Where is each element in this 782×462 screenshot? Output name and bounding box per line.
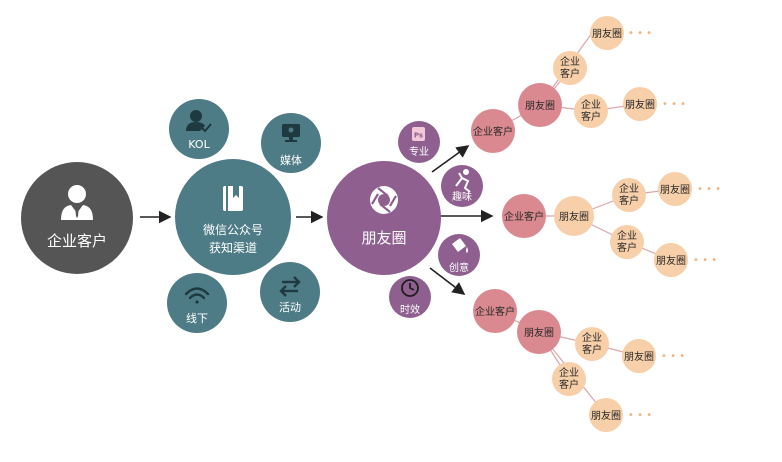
ellipsis: • • • — [628, 410, 652, 421]
book-icon — [223, 186, 243, 211]
spread-middle-branch: 企业客户 朋友圈 企业客户 朋友圈 • • • 企业客户 朋友圈 • • • — [502, 172, 721, 277]
spread-moments-leaf: 朋友圈 • • • — [589, 398, 652, 432]
svg-text:朋友圈: 朋友圈 — [559, 210, 589, 223]
attribute-timely: 时效 — [389, 276, 431, 318]
monitor-icon — [282, 124, 300, 142]
arrow-moments-to-lower — [429, 267, 466, 295]
spread-moments-node: 朋友圈 — [517, 310, 561, 354]
ellipsis: • • • — [693, 255, 717, 266]
svg-text:企业客户: 企业客户 — [475, 305, 515, 318]
ps-badge-icon: Ps — [412, 127, 425, 141]
spread-lower-branch: 企业客户 朋友圈 企业客户 朋友圈 • • • 企业客户 朋友圈 • • • — [473, 289, 685, 432]
spread-moments-leaf: 朋友圈 • • • — [654, 243, 717, 277]
spread-moments-leaf: 朋友圈 • • • — [622, 339, 685, 373]
channel-activity: 活动 — [260, 262, 320, 322]
channel-kol: KOL — [169, 99, 229, 159]
svg-text:企业客户: 企业客户 — [559, 366, 579, 391]
channel-media: 媒体 — [261, 113, 321, 173]
svg-text:朋友圈: 朋友圈 — [524, 326, 554, 339]
svg-text:企业客户: 企业客户 — [582, 331, 602, 356]
spread-client-leaf: 企业客户 — [574, 94, 608, 128]
channel-activity-label: 活动 — [279, 301, 301, 314]
svg-text:朋友圈: 朋友圈 — [656, 254, 686, 267]
channel-kol-label: KOL — [188, 138, 210, 151]
svg-text:朋友圈: 朋友圈 — [525, 99, 555, 112]
attribute-fun: 趣味 — [441, 165, 483, 207]
spread-client-node: 企业客户 — [502, 194, 546, 238]
attribute-creative-label: 创意 — [449, 261, 469, 274]
svg-text:企业客户: 企业客户 — [617, 229, 637, 254]
svg-text:朋友圈: 朋友圈 — [625, 98, 655, 111]
svg-text:企业客户: 企业客户 — [619, 182, 639, 207]
client-label: 企业客户 — [47, 232, 107, 250]
connector-lines — [140, 145, 494, 295]
aperture-icon — [370, 186, 398, 214]
spread-moments-node: 朋友圈 — [554, 196, 594, 236]
svg-text:朋友圈: 朋友圈 — [660, 183, 690, 196]
spread-client-node: 企业客户 — [471, 109, 515, 153]
moments-node: 朋友圈 — [327, 161, 441, 275]
ellipsis: • • • — [628, 28, 652, 39]
spread-client-node: 企业客户 — [473, 289, 517, 333]
spread-moments-leaf: 朋友圈 • • • — [658, 172, 721, 206]
svg-text:朋友圈: 朋友圈 — [624, 350, 654, 363]
channel-media-label: 媒体 — [280, 153, 302, 167]
svg-text:企业客户: 企业客户 — [581, 98, 601, 123]
channel-label-line1: 微信公众号 — [203, 223, 263, 237]
attribute-professional-label: 专业 — [409, 145, 429, 158]
ellipsis: • • • — [697, 184, 721, 195]
paint-bucket-icon — [452, 238, 468, 253]
spread-moments-leaf: 朋友圈 • • • — [590, 16, 652, 50]
ellipsis: • • • — [661, 351, 685, 362]
channel-offline-label: 线下 — [186, 311, 208, 325]
svg-text:朋友圈: 朋友圈 — [592, 27, 622, 40]
channel-label-line2: 获知渠道 — [209, 241, 257, 255]
svg-text:企业客户: 企业客户 — [560, 55, 580, 80]
spread-client-leaf: 企业客户 — [612, 178, 646, 212]
spread-client-leaf: 企业客户 — [552, 362, 586, 396]
refresh-arrows-icon — [279, 276, 301, 297]
svg-text:朋友圈: 朋友圈 — [591, 409, 621, 422]
spread-client-leaf: 企业客户 — [553, 51, 587, 85]
ellipsis: • • • — [662, 99, 686, 110]
clock-icon — [401, 279, 419, 297]
person-check-icon — [186, 110, 212, 133]
spread-moments-node: 朋友圈 — [518, 83, 562, 127]
attribute-creative: 创意 — [438, 234, 480, 276]
businessman-icon — [61, 185, 93, 220]
attribute-timely-label: 时效 — [400, 303, 420, 316]
attribute-fun-label: 趣味 — [452, 190, 472, 203]
spread-client-leaf: 企业客户 — [610, 225, 644, 259]
client-node: 企业客户 — [21, 162, 133, 274]
arrow-moments-to-upper — [431, 145, 470, 173]
spread-upper-branch: 企业客户 朋友圈 朋友圈 • • • 企业客户 企业客户 朋友圈 • • • — [471, 16, 686, 153]
wifi-icon — [184, 287, 210, 304]
moments-label: 朋友圈 — [361, 229, 406, 247]
svg-text:Ps: Ps — [414, 132, 423, 140]
svg-text:企业客户: 企业客户 — [473, 125, 513, 138]
runner-icon — [455, 169, 471, 193]
spread-moments-leaf: 朋友圈 • • • — [623, 87, 686, 121]
spread-client-leaf: 企业客户 — [575, 327, 609, 361]
attribute-professional: Ps 专业 — [398, 121, 440, 163]
svg-text:企业客户: 企业客户 — [504, 210, 544, 223]
channel-node: 微信公众号 获知渠道 — [175, 159, 291, 275]
channel-offline: 线下 — [167, 273, 227, 333]
